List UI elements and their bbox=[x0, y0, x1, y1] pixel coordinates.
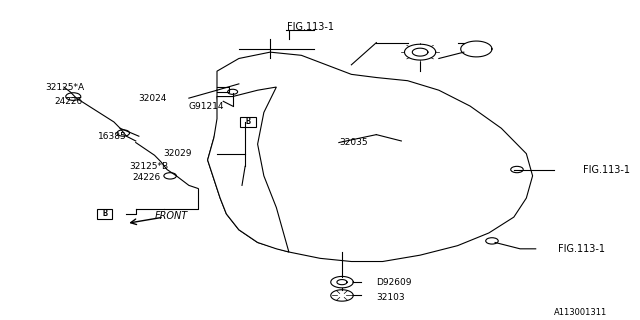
Text: 32103: 32103 bbox=[376, 292, 405, 301]
Text: 16385: 16385 bbox=[99, 132, 127, 141]
Text: 24226: 24226 bbox=[54, 97, 83, 106]
PathPatch shape bbox=[207, 87, 289, 252]
Text: 24226: 24226 bbox=[132, 173, 161, 182]
FancyBboxPatch shape bbox=[97, 209, 112, 219]
Text: 32125*B: 32125*B bbox=[129, 162, 168, 171]
FancyBboxPatch shape bbox=[241, 117, 256, 127]
Text: 32125*A: 32125*A bbox=[45, 83, 84, 92]
PathPatch shape bbox=[207, 52, 532, 261]
Text: B: B bbox=[246, 117, 251, 126]
Text: 32035: 32035 bbox=[339, 138, 367, 147]
Text: G91214: G91214 bbox=[189, 101, 225, 111]
Text: B: B bbox=[102, 209, 107, 219]
Text: FIG.113-1: FIG.113-1 bbox=[557, 244, 605, 254]
Text: A113001311: A113001311 bbox=[554, 308, 607, 317]
Text: FRONT: FRONT bbox=[154, 211, 188, 220]
Text: 32024: 32024 bbox=[139, 94, 167, 103]
Text: FIG.113-1: FIG.113-1 bbox=[582, 164, 630, 174]
Text: FIG.113-1: FIG.113-1 bbox=[287, 22, 334, 32]
Text: D92609: D92609 bbox=[376, 278, 412, 287]
Text: 32029: 32029 bbox=[163, 149, 192, 158]
